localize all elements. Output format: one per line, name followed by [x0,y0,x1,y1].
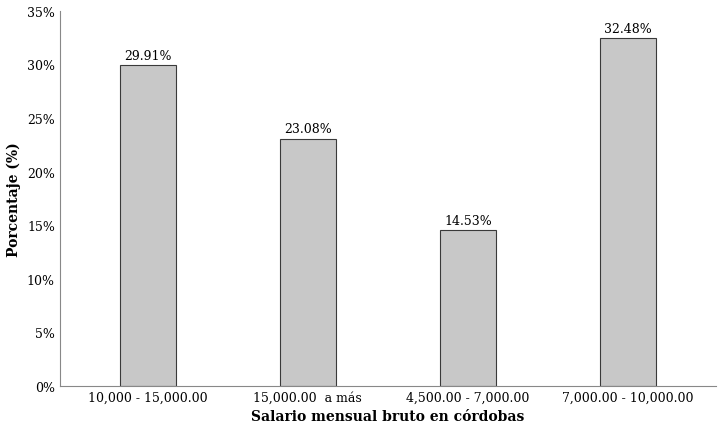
Y-axis label: Porcentaje (%): Porcentaje (%) [7,141,22,256]
Text: 23.08%: 23.08% [284,123,332,136]
X-axis label: Salario mensual bruto en córdobas: Salario mensual bruto en córdobas [251,409,525,423]
Text: 29.91%: 29.91% [124,50,171,63]
Text: 32.48%: 32.48% [604,23,652,36]
Text: 14.53%: 14.53% [444,215,492,227]
Bar [440,230,496,386]
Bar [120,66,176,386]
Bar [280,139,336,386]
Bar [600,39,656,386]
